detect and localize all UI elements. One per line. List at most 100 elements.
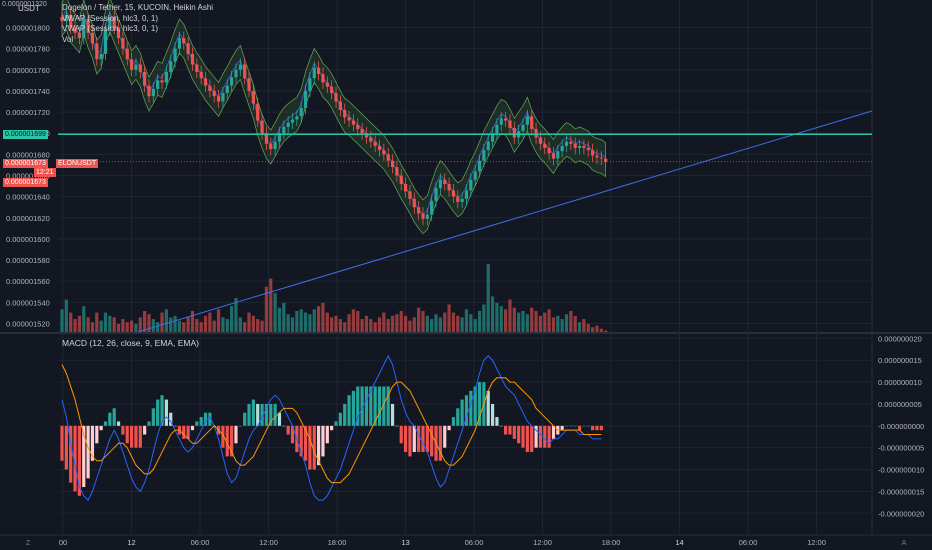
volume-bar (508, 299, 512, 332)
macd-histogram-bar (486, 390, 490, 426)
y-tick-label: 0.000001660 (6, 172, 50, 181)
candle-body (64, 14, 68, 22)
volume-bar (460, 317, 464, 332)
macd-histogram-bar (447, 425, 451, 431)
candle-body (591, 150, 595, 156)
candle-body (330, 86, 334, 94)
volume-bar (95, 312, 99, 332)
macd-histogram-bar (308, 425, 312, 470)
volume-bar (143, 310, 147, 332)
candle-body (530, 116, 534, 129)
macd-histogram-bar (260, 403, 264, 426)
volume-bar (199, 322, 203, 332)
macd-histogram-bar (577, 425, 582, 431)
volume-bar (377, 317, 382, 332)
candle-body (247, 78, 251, 91)
macd-histogram-bar (82, 425, 86, 488)
macd-histogram-bar (504, 425, 508, 435)
volume-bar (77, 315, 81, 332)
macd-y-tick-label: -0.000000005 (878, 444, 924, 453)
volume-bar (569, 310, 573, 332)
x-tick-label: 06:00 (191, 538, 210, 547)
current-price-tag[interactable]: 0.000001673 (3, 159, 48, 168)
y-tick-label: 0.000001680 (6, 150, 50, 159)
volume-bar (225, 319, 229, 332)
candle-body (212, 90, 216, 97)
macd-histogram-bar (230, 425, 234, 457)
macd-histogram-bar (156, 399, 160, 426)
macd-histogram-bar (551, 425, 556, 439)
candle-body (256, 103, 260, 121)
macd-histogram-bar (364, 386, 369, 426)
candle-body (538, 137, 543, 144)
macd-histogram-bar (121, 425, 125, 435)
macd-histogram-bar (534, 425, 538, 448)
macd-legend[interactable]: MACD (12, 26, close, 9, EMA, EMA) (62, 338, 199, 348)
macd-histogram-bar (521, 425, 525, 448)
candle-body (443, 179, 447, 184)
macd-histogram-bar (591, 425, 595, 431)
volume-bar (456, 315, 460, 332)
macd-histogram-bar (238, 425, 242, 427)
candle-body (403, 183, 408, 192)
volume-bar (64, 299, 68, 332)
macd-histogram-bar (182, 425, 186, 439)
volume-bar (399, 310, 403, 332)
candle-body (147, 85, 151, 97)
macd-histogram-bar (264, 403, 269, 426)
candle-body (343, 109, 347, 118)
macd-histogram-bar (125, 425, 129, 444)
macd-histogram-bar (99, 425, 103, 431)
level-price-tag[interactable]: 0.000001699 (3, 130, 48, 139)
x-tick-label: 18:00 (328, 538, 347, 547)
volume-bar (525, 314, 529, 332)
symbol-title[interactable]: Dogelon / Tether, 15, KUCOIN, Heikin Ash… (62, 3, 214, 12)
x-tick-label: 13 (401, 538, 409, 547)
macd-y-tick-label: 0.000000015 (878, 356, 922, 365)
macd-histogram-bar (499, 425, 503, 427)
candle-body (508, 120, 512, 128)
volume-bar (151, 319, 155, 332)
macd-histogram-bar (173, 425, 177, 427)
volume-bar (177, 320, 182, 332)
volume-bar (286, 314, 290, 332)
volume-bar (234, 298, 238, 332)
volume-bar (273, 293, 277, 332)
y-tick-label: 0.000001540 (6, 298, 50, 307)
volume-legend[interactable]: Vol (62, 34, 74, 44)
candle-body (73, 27, 77, 33)
macd-y-tick-label: -0.000000015 (878, 487, 924, 496)
vwap-legend-1[interactable]: VWAP (Session, hlc3, 0, 1) (62, 13, 159, 23)
candle-body (395, 167, 399, 176)
macd-histogram-bar (547, 425, 551, 448)
candle-body (295, 116, 299, 120)
volume-bar (73, 319, 77, 332)
y-tick-label: 0.000001800 (6, 23, 50, 32)
candle-body (477, 160, 482, 172)
macd-histogram-bar (543, 425, 547, 448)
y-tick-label: 0.000001740 (6, 87, 50, 96)
volume-bar (434, 314, 438, 332)
candle-body (447, 183, 451, 191)
candle-body (273, 141, 277, 150)
volume-bar (390, 315, 395, 332)
candle-body (138, 64, 142, 72)
symbol-price-tag[interactable]: ELONUSDT (56, 159, 99, 168)
volume-bar (269, 278, 273, 332)
volume-bar (482, 304, 486, 332)
volume-bar (173, 315, 177, 332)
volume-bar (582, 319, 586, 332)
volume-bar (321, 302, 325, 332)
candle-body (534, 128, 538, 138)
macd-histogram-bar (490, 403, 495, 426)
trend-line (137, 110, 873, 333)
macd-histogram-bar (186, 425, 190, 439)
volume-bar (208, 312, 212, 332)
volume-bar (577, 322, 582, 332)
y-tick-label: 0.000001620 (6, 214, 50, 223)
countdown-tag: 12:21 (34, 168, 56, 177)
volume-bar (364, 315, 369, 332)
candle-body (525, 116, 529, 125)
candle-body (547, 148, 551, 154)
vwap-legend-2[interactable]: VWAP (Session, hlc3, 0, 1) (62, 24, 159, 33)
